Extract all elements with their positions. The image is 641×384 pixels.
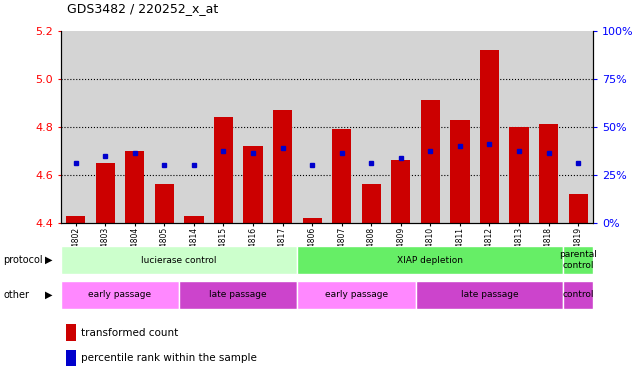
Text: parental
control: parental control: [559, 250, 597, 270]
Bar: [214, 117, 233, 223]
Text: ▶: ▶: [45, 290, 53, 300]
Text: control: control: [562, 290, 594, 299]
Bar: [332, 129, 351, 223]
Bar: [569, 194, 588, 223]
Bar: [563, 247, 593, 274]
Text: GDS3482 / 220252_x_at: GDS3482 / 220252_x_at: [67, 2, 219, 15]
Bar: [563, 281, 593, 309]
Bar: [66, 350, 76, 366]
Bar: [61, 247, 297, 274]
Text: protocol: protocol: [3, 255, 43, 265]
Bar: [297, 247, 563, 274]
Text: late passage: late passage: [210, 290, 267, 299]
Bar: [415, 281, 563, 309]
Bar: [66, 324, 76, 341]
Text: lucierase control: lucierase control: [142, 256, 217, 265]
Bar: [297, 281, 415, 309]
Text: ▶: ▶: [45, 255, 53, 265]
Bar: [185, 215, 203, 223]
Bar: [362, 184, 381, 223]
Text: XIAP depletion: XIAP depletion: [397, 256, 463, 265]
Bar: [61, 281, 179, 309]
Bar: [273, 110, 292, 223]
Bar: [539, 124, 558, 223]
Bar: [244, 146, 263, 223]
Bar: [391, 161, 410, 223]
Text: early passage: early passage: [325, 290, 388, 299]
Text: early passage: early passage: [88, 290, 151, 299]
Bar: [96, 163, 115, 223]
Text: late passage: late passage: [461, 290, 519, 299]
Bar: [66, 215, 85, 223]
Text: percentile rank within the sample: percentile rank within the sample: [81, 353, 257, 363]
Text: other: other: [3, 290, 29, 300]
Bar: [154, 184, 174, 223]
Bar: [420, 100, 440, 223]
Text: transformed count: transformed count: [81, 328, 178, 338]
Bar: [125, 151, 144, 223]
Bar: [451, 119, 469, 223]
Bar: [480, 50, 499, 223]
Bar: [303, 218, 322, 223]
Bar: [510, 127, 529, 223]
Bar: [179, 281, 297, 309]
